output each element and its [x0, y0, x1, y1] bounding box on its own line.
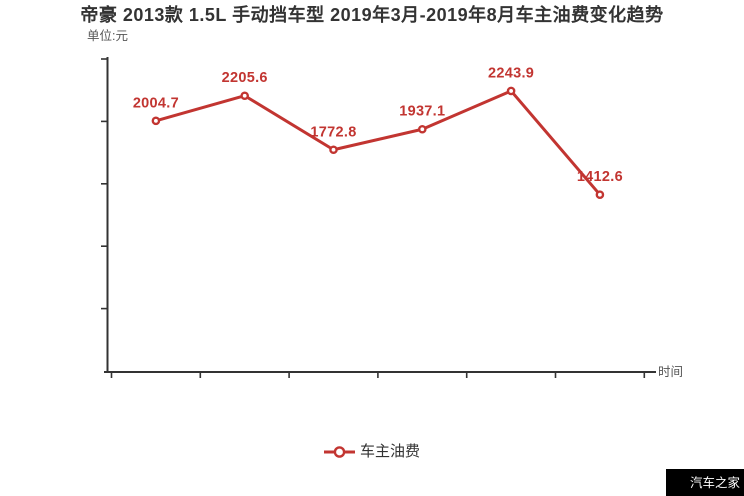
- watermark-text: 汽车之家: [689, 475, 740, 490]
- legend-line-marker-icon: [323, 445, 355, 458]
- point-value-label: 2205.6: [222, 70, 268, 86]
- point-value-label: 2004.7: [133, 95, 179, 111]
- trend-line: [154, 89, 602, 197]
- data-point-marker: [329, 145, 338, 155]
- y-axis-unit-label: 单位:元: [87, 29, 128, 43]
- data-point-marker: [417, 124, 427, 134]
- data-point-marker: [595, 190, 605, 200]
- point-value-label: 2243.9: [488, 65, 534, 81]
- chart-title: 帝豪 2013款 1.5L 手动挡车型 2019年3月-2019年8月车主油费变…: [80, 5, 664, 25]
- point-value-label: 1772.8: [310, 124, 356, 140]
- legend-item-series[interactable]: 车主油费: [323, 443, 420, 460]
- legend-label: 车主油费: [359, 443, 420, 460]
- point-value-label: 1412.6: [577, 169, 623, 185]
- legend: 车主油费: [0, 443, 744, 460]
- point-value-label: 1937.1: [399, 104, 445, 120]
- watermark-badge: 汽车之家: [666, 469, 744, 496]
- data-point-marker: [151, 116, 161, 126]
- legend-marker-circle: [333, 445, 346, 458]
- x-axis-name: 时间: [658, 365, 684, 379]
- data-point-marker: [240, 91, 249, 101]
- data-point-marker: [506, 86, 516, 96]
